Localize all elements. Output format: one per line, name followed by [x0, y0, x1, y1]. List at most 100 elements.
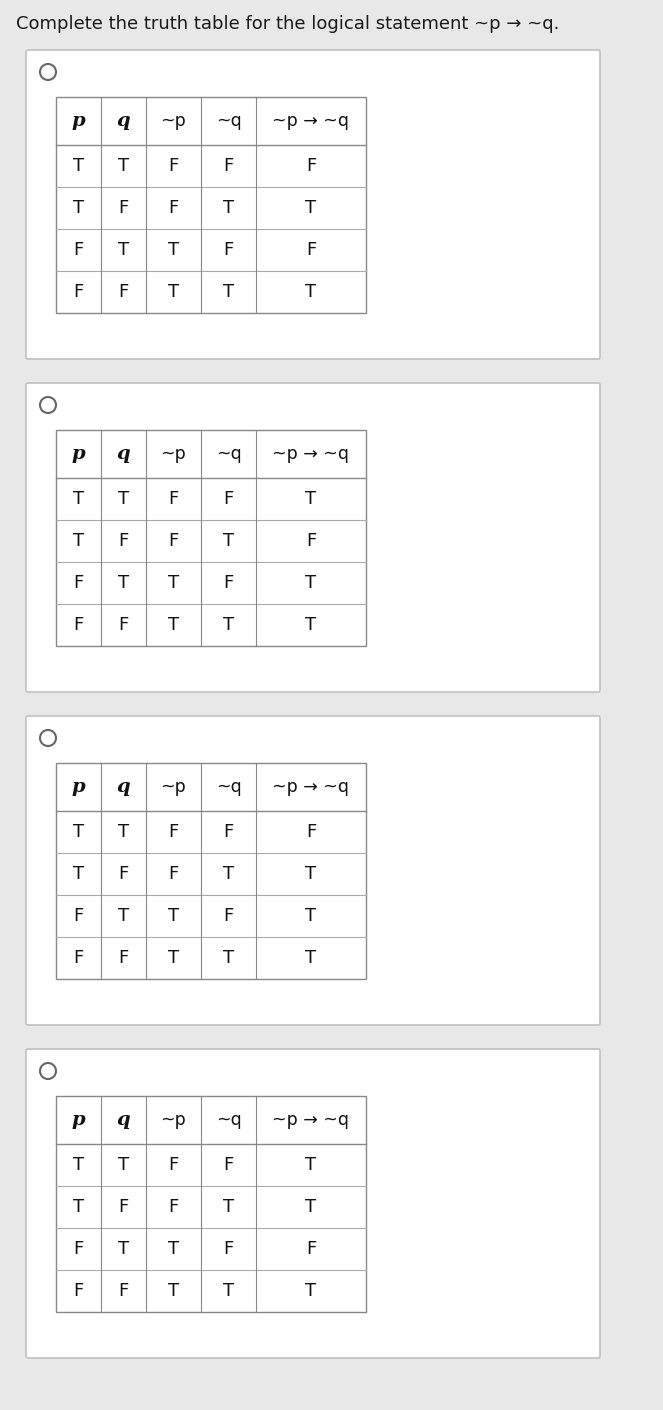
Text: F: F — [74, 907, 84, 925]
Text: T: T — [118, 157, 129, 175]
FancyBboxPatch shape — [26, 384, 600, 692]
Text: T: T — [306, 199, 316, 217]
Text: T: T — [168, 574, 179, 592]
Text: F: F — [168, 199, 178, 217]
Text: F: F — [223, 1239, 233, 1258]
Text: T: T — [306, 1282, 316, 1300]
Text: F: F — [223, 1156, 233, 1175]
Text: F: F — [168, 1198, 178, 1215]
Text: F: F — [119, 949, 129, 967]
Text: F: F — [306, 823, 316, 840]
FancyBboxPatch shape — [26, 49, 600, 360]
Text: T: T — [223, 1282, 234, 1300]
Bar — [56, 763, 366, 979]
Text: F: F — [223, 907, 233, 925]
Text: F: F — [74, 949, 84, 967]
Text: F: F — [74, 1282, 84, 1300]
Circle shape — [40, 730, 56, 746]
Text: T: T — [168, 1239, 179, 1258]
Text: F: F — [168, 532, 178, 550]
Text: T: T — [306, 491, 316, 508]
Text: T: T — [168, 1282, 179, 1300]
Text: ~p: ~p — [160, 111, 186, 130]
Text: T: T — [168, 949, 179, 967]
Text: T: T — [118, 241, 129, 259]
Text: T: T — [168, 616, 179, 634]
Text: T: T — [118, 574, 129, 592]
Text: T: T — [223, 532, 234, 550]
Text: T: T — [223, 1198, 234, 1215]
Text: T: T — [73, 1156, 84, 1175]
Text: F: F — [119, 864, 129, 883]
Text: T: T — [168, 241, 179, 259]
Text: T: T — [73, 823, 84, 840]
Text: F: F — [119, 1198, 129, 1215]
Text: q: q — [117, 1111, 131, 1129]
Text: T: T — [223, 864, 234, 883]
Bar — [56, 430, 366, 646]
Text: T: T — [118, 1156, 129, 1175]
Text: F: F — [223, 241, 233, 259]
Text: F: F — [74, 1239, 84, 1258]
Text: T: T — [73, 157, 84, 175]
Text: F: F — [306, 157, 316, 175]
Text: T: T — [306, 574, 316, 592]
Text: q: q — [117, 446, 131, 462]
Text: T: T — [306, 1198, 316, 1215]
Text: F: F — [168, 1156, 178, 1175]
Text: F: F — [74, 574, 84, 592]
Text: p: p — [72, 111, 86, 130]
Text: ~q: ~q — [215, 446, 241, 462]
Text: T: T — [306, 1156, 316, 1175]
Text: ~q: ~q — [215, 1111, 241, 1129]
Text: F: F — [223, 491, 233, 508]
Text: F: F — [223, 574, 233, 592]
Text: F: F — [119, 199, 129, 217]
Text: T: T — [118, 1239, 129, 1258]
Text: T: T — [118, 491, 129, 508]
Text: ~p → ~q: ~p → ~q — [272, 111, 349, 130]
Circle shape — [40, 1063, 56, 1079]
Text: q: q — [117, 111, 131, 130]
Text: F: F — [168, 157, 178, 175]
Text: T: T — [118, 823, 129, 840]
Text: ~p: ~p — [160, 446, 186, 462]
Text: F: F — [119, 616, 129, 634]
Text: F: F — [74, 241, 84, 259]
Circle shape — [40, 398, 56, 413]
Text: ~p: ~p — [160, 778, 186, 797]
Text: p: p — [72, 1111, 86, 1129]
Text: T: T — [306, 283, 316, 300]
Text: Complete the truth table for the logical statement ~p → ~q.: Complete the truth table for the logical… — [16, 16, 560, 32]
FancyBboxPatch shape — [26, 1049, 600, 1358]
Text: ~q: ~q — [215, 111, 241, 130]
Text: T: T — [223, 616, 234, 634]
Text: T: T — [306, 616, 316, 634]
Bar — [56, 97, 366, 313]
Text: F: F — [119, 1282, 129, 1300]
Text: F: F — [74, 283, 84, 300]
Text: T: T — [168, 283, 179, 300]
Text: F: F — [306, 1239, 316, 1258]
Text: T: T — [168, 907, 179, 925]
Text: T: T — [73, 199, 84, 217]
Text: ~p → ~q: ~p → ~q — [272, 446, 349, 462]
Text: ~p → ~q: ~p → ~q — [272, 778, 349, 797]
Text: p: p — [72, 446, 86, 462]
Text: T: T — [223, 199, 234, 217]
Text: T: T — [306, 907, 316, 925]
Text: F: F — [119, 532, 129, 550]
Bar — [56, 1096, 366, 1311]
Text: F: F — [168, 823, 178, 840]
Text: T: T — [223, 949, 234, 967]
Text: q: q — [117, 778, 131, 797]
Text: T: T — [73, 1198, 84, 1215]
Text: T: T — [118, 907, 129, 925]
Text: F: F — [223, 157, 233, 175]
Text: F: F — [168, 864, 178, 883]
Text: F: F — [168, 491, 178, 508]
Text: T: T — [73, 532, 84, 550]
Text: F: F — [306, 532, 316, 550]
FancyBboxPatch shape — [26, 716, 600, 1025]
Text: T: T — [306, 864, 316, 883]
